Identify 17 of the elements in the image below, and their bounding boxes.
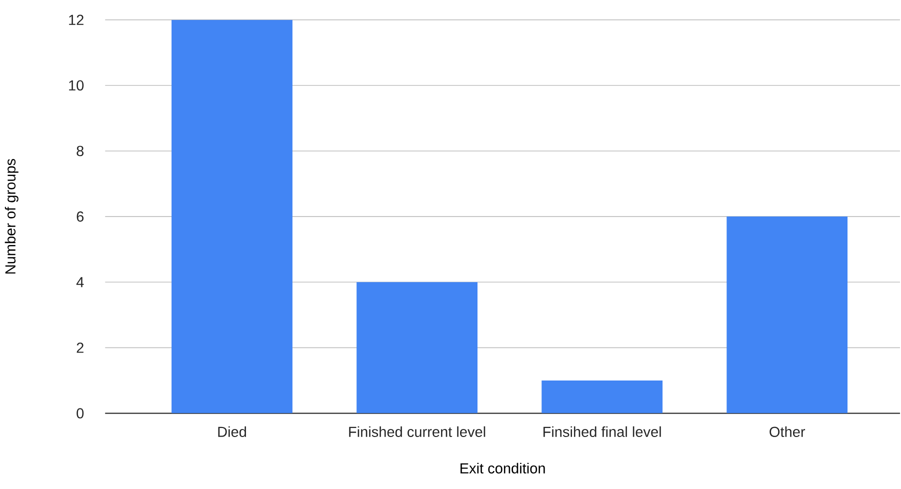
y-axis-title: Number of groups (4, 159, 18, 274)
bar (172, 20, 292, 414)
x-axis-title: Exit condition (460, 463, 545, 474)
bar (356, 282, 478, 414)
y-tick-label: 6 (76, 212, 84, 222)
y-tick-label: 8 (76, 146, 84, 156)
y-tick-label: 10 (69, 80, 84, 91)
y-tick-label: 12 (69, 14, 84, 26)
x-tick-label: Finsihed final level (543, 426, 661, 438)
x-tick-label: Finished current level (349, 426, 486, 438)
bar (542, 380, 663, 414)
bar (726, 216, 848, 414)
y-tick-label: 0 (76, 408, 84, 419)
x-tick-label: Died (218, 426, 246, 438)
x-tick-label: Other (770, 426, 806, 438)
y-tick-label: 2 (76, 342, 84, 353)
y-tick-label: 4 (76, 277, 84, 288)
